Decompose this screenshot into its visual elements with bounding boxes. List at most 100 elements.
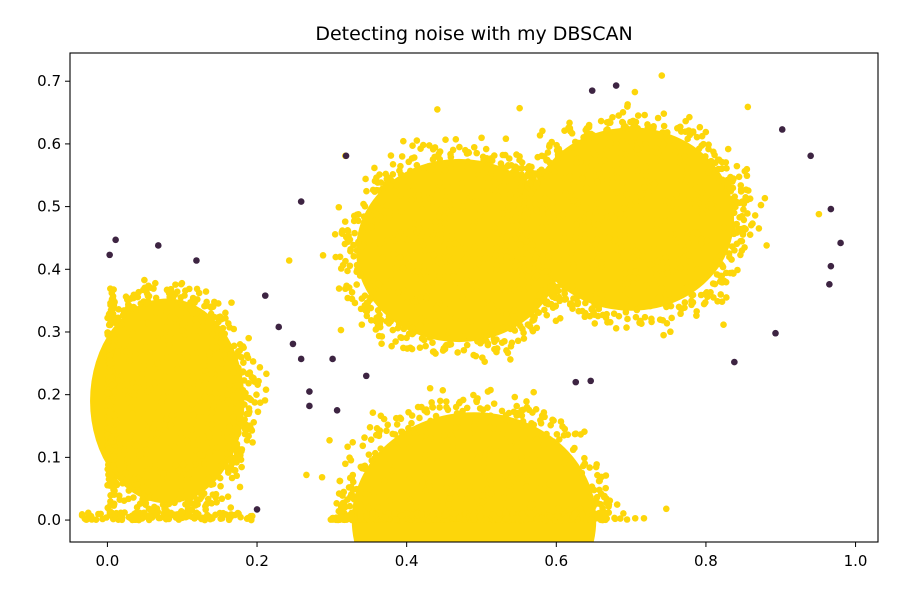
cluster-point	[245, 334, 252, 342]
cluster-point	[732, 203, 739, 211]
cluster-point	[398, 428, 406, 436]
cluster-point	[684, 169, 691, 176]
cluster-point	[344, 267, 351, 275]
cluster-point	[192, 447, 200, 454]
cluster-point	[202, 506, 210, 513]
cluster-point	[566, 119, 573, 127]
cluster-point	[424, 457, 431, 465]
cluster-point	[478, 338, 485, 345]
cluster-point	[449, 435, 456, 443]
cluster-point	[341, 218, 349, 225]
cluster-point	[110, 453, 118, 460]
cluster-point	[125, 487, 133, 494]
cluster-point	[536, 484, 544, 492]
noise-point	[261, 292, 269, 299]
cluster-point	[108, 296, 116, 303]
cluster-point	[380, 415, 388, 423]
cluster-point	[383, 427, 390, 435]
cluster-point	[661, 197, 669, 204]
cluster-point	[459, 396, 467, 404]
cluster-point	[189, 309, 197, 317]
cluster-point	[119, 509, 126, 517]
cluster-point	[441, 220, 449, 227]
cluster-point	[535, 262, 543, 270]
cluster-point	[621, 295, 629, 303]
cluster-point	[219, 324, 227, 332]
cluster-point	[737, 186, 745, 193]
cluster-point	[236, 483, 244, 491]
y-tick-label: 0.2	[37, 386, 61, 404]
cluster-point	[490, 400, 498, 407]
cluster-point	[657, 132, 665, 140]
y-tick-label: 0.3	[37, 323, 61, 341]
cluster-point	[399, 264, 407, 272]
cluster-point	[469, 223, 477, 230]
cluster-point	[81, 515, 89, 522]
cluster-point	[601, 218, 609, 226]
cluster-point	[559, 211, 567, 218]
cluster-point	[640, 514, 648, 522]
cluster-point	[540, 409, 548, 416]
cluster-point	[177, 299, 185, 307]
cluster-point	[384, 421, 392, 429]
cluster-point	[583, 184, 590, 192]
cluster-point	[620, 204, 628, 212]
cluster-point	[178, 326, 186, 334]
cluster-point	[172, 281, 179, 288]
cluster-point	[165, 500, 173, 508]
cluster-point	[514, 337, 522, 345]
cluster-point	[648, 318, 655, 326]
cluster-point	[127, 337, 134, 344]
cluster-point	[597, 117, 605, 125]
cluster-point	[517, 184, 525, 191]
cluster-point	[141, 343, 149, 351]
cluster-point	[624, 315, 631, 323]
cluster-point	[144, 319, 151, 327]
cluster-point	[717, 252, 725, 259]
cluster-point	[490, 152, 498, 159]
cluster-point	[650, 245, 658, 253]
cluster-point	[445, 335, 453, 343]
cluster-point	[618, 118, 626, 126]
cluster-point	[611, 231, 619, 238]
cluster-point	[538, 432, 546, 439]
cluster-point	[350, 516, 357, 524]
cluster-point	[612, 140, 620, 148]
cluster-point	[228, 474, 236, 482]
cluster-point	[172, 461, 179, 469]
cluster-point	[746, 231, 754, 239]
cluster-point	[241, 416, 248, 423]
cluster-point	[238, 463, 245, 471]
cluster-point	[566, 193, 573, 200]
cluster-point	[208, 409, 216, 416]
cluster-point	[652, 265, 659, 273]
cluster-point	[568, 130, 576, 137]
cluster-point	[344, 496, 351, 503]
cluster-point	[592, 208, 599, 216]
cluster-point	[603, 126, 610, 134]
cluster-point	[588, 483, 596, 491]
cluster-point	[132, 305, 139, 313]
cluster-point	[364, 466, 371, 473]
x-tick-label: 0.0	[95, 552, 119, 570]
cluster-point	[476, 212, 483, 219]
cluster-point	[508, 254, 515, 261]
cluster-point	[106, 360, 114, 368]
cluster-point	[173, 365, 181, 373]
cluster-point	[677, 173, 685, 181]
cluster-point	[576, 217, 584, 224]
cluster-point	[465, 285, 473, 293]
cluster-point	[416, 344, 424, 352]
cluster-point	[362, 490, 369, 498]
cluster-point	[303, 471, 310, 479]
cluster-point	[385, 313, 393, 320]
cluster-point	[509, 202, 517, 210]
cluster-point	[406, 227, 414, 235]
cluster-point	[471, 276, 478, 284]
cluster-point	[514, 475, 522, 483]
cluster-point	[339, 492, 346, 499]
cluster-point	[118, 321, 126, 328]
cluster-point	[500, 494, 508, 501]
cluster-point	[554, 151, 562, 158]
